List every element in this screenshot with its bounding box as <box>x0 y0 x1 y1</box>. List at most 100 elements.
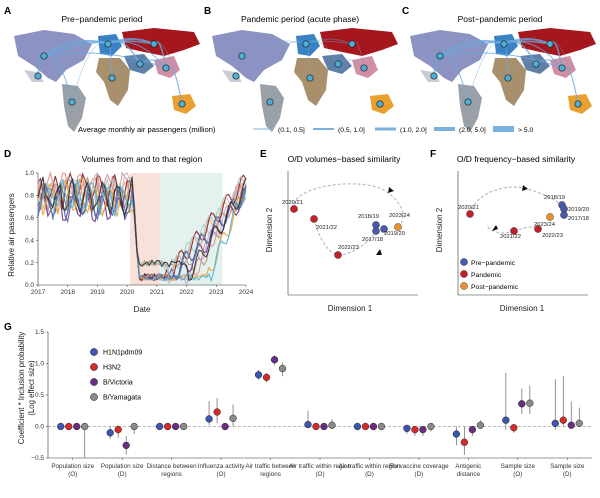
region-node <box>150 40 158 48</box>
africa-region <box>96 58 130 106</box>
d-xtick-label: 2019 <box>90 289 105 296</box>
panel-g-legend: H1N1pdm09 H3N2 B/Victoria B/Yamagata <box>90 348 142 402</box>
air-route <box>503 41 563 69</box>
effect-point <box>452 430 461 438</box>
d-ytick-label: 0.6 <box>25 215 34 222</box>
legend-label-4: (2.0, 5.0] <box>459 127 486 134</box>
region-node <box>162 64 170 72</box>
season-label: 2019/20 <box>384 231 405 237</box>
air-route <box>241 40 307 57</box>
g-category-label: (D) <box>118 471 127 478</box>
panel-e-plot: 2020/21 2021/22 2022/23 2018/19 2017/182019/… <box>282 171 418 296</box>
effect-point <box>567 421 575 429</box>
world-maps: A Pre−pandemic period B Pandemic period … <box>4 6 596 134</box>
d-xtick-label: 2021 <box>150 289 165 296</box>
effect-point <box>114 426 122 434</box>
region-node <box>360 64 368 72</box>
trajectory-arrow <box>388 187 394 193</box>
effect-point <box>559 416 567 424</box>
panel-d-xlabel: Date <box>134 305 151 314</box>
map-pre-pandemic <box>14 28 200 132</box>
g-category-label: Population size <box>101 463 144 470</box>
north-america-region <box>212 30 290 82</box>
season-point <box>290 205 298 213</box>
africa-region <box>294 58 328 106</box>
asia-north-region <box>122 28 200 56</box>
effect-point <box>518 400 526 408</box>
g-category-label: regions <box>260 471 281 478</box>
region-node <box>266 98 274 106</box>
panel-e-title: O/D volumes−based similarity <box>288 154 401 164</box>
season-point <box>334 251 342 259</box>
asia-north-region <box>518 28 596 56</box>
panel-a-letter: A <box>4 6 11 17</box>
panel-e-ylabel: Dimension 2 <box>265 207 274 252</box>
air-route <box>43 39 109 57</box>
air-route <box>43 40 155 57</box>
air-route <box>439 39 505 57</box>
legend-pre-label: Pre−pandemic <box>471 260 516 267</box>
season-label: 2019/20 <box>568 207 589 213</box>
season-point <box>560 211 568 219</box>
region-volume-line <box>37 171 247 285</box>
air-route <box>107 41 167 69</box>
panel-g: G Coefficient * Inclusion probability (L… <box>4 322 592 478</box>
region-node <box>558 64 566 72</box>
panel-f-legend: Pre−pandemic Pandemic Post−pandemic <box>460 258 519 291</box>
g-ytick-label: 1.5 <box>35 329 44 336</box>
region-volume-line <box>37 177 247 281</box>
region-node <box>546 40 554 48</box>
panel-f-ylabel: Dimension 2 <box>435 207 444 252</box>
effect-point <box>163 422 172 431</box>
legend-series-label: H1N1pdm09 <box>103 350 142 357</box>
season-label: 2018/19 <box>544 195 565 201</box>
effect-point <box>130 422 138 431</box>
effect-point <box>270 356 279 364</box>
d-ytick-label: 0.4 <box>25 237 34 244</box>
g-category-label: Sample size <box>501 463 536 470</box>
panel-b-title: Pandemic period (acute phase) <box>241 14 359 24</box>
legend-pandemic-marker <box>460 270 468 278</box>
panel-d-plot: 0.0 0.2 0.4 0.6 0.8 1.0 2017 2018 2019 2020 2021 20… <box>25 170 254 296</box>
g-category-label: (D) <box>415 471 424 478</box>
g-ytick-label: 1.0 <box>35 361 44 368</box>
effect-point <box>427 422 435 431</box>
region-node <box>136 60 144 68</box>
d-xtick-label: 2017 <box>31 289 46 296</box>
effect-point <box>106 429 114 437</box>
region-node <box>302 40 310 48</box>
season-label: 2017/18 <box>568 216 589 222</box>
panel-e: E O/D volumes−based similarity Dimension… <box>260 149 418 313</box>
panel-d: D Volumes from and to that region Date R… <box>4 149 254 314</box>
d-xtick-label: 2022 <box>179 289 194 296</box>
region-node <box>464 98 472 106</box>
legend-pandemic-label: Pandemic <box>471 272 502 279</box>
g-category-label: distance <box>457 471 481 478</box>
season-label: 2021/22 <box>316 225 337 231</box>
legend-marker <box>90 348 98 356</box>
g-category-label: Air traffic between <box>245 463 296 470</box>
effect-point <box>304 420 312 429</box>
effect-point <box>510 424 518 432</box>
south-america-region <box>458 84 482 132</box>
season-point <box>534 225 542 233</box>
g-category-label: Flu vaccine coverage <box>389 463 449 470</box>
effect-point <box>65 422 73 431</box>
effect-point <box>229 414 237 422</box>
panel-f: F O/D frequency−based similarity Dimensi… <box>430 149 589 313</box>
season-label: 2021/22 <box>500 234 521 240</box>
effect-point <box>502 416 510 424</box>
trajectory-arrow <box>376 249 382 255</box>
region-node <box>34 72 42 80</box>
region-node <box>500 40 508 48</box>
effect-point <box>551 419 559 427</box>
region-node <box>40 52 48 60</box>
season-label: 2018/19 <box>358 214 379 220</box>
effect-point <box>369 422 378 431</box>
effect-point <box>254 371 263 379</box>
legend-pre-marker <box>460 258 468 266</box>
panel-a-title: Pre−pandemic period <box>61 14 142 24</box>
effect-point <box>419 426 427 434</box>
effect-point <box>262 373 271 382</box>
